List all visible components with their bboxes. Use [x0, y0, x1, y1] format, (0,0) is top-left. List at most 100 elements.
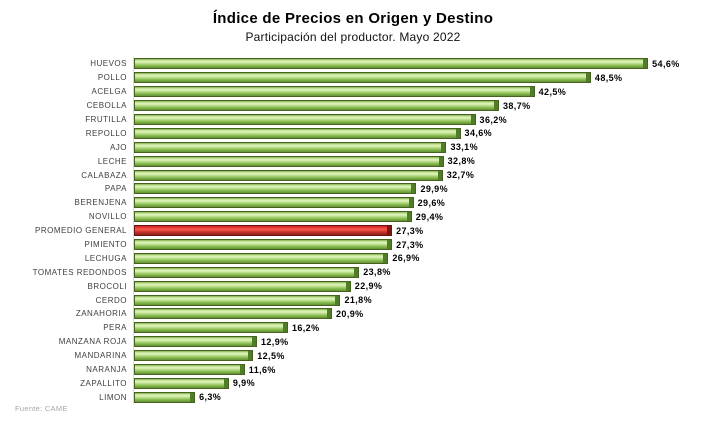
- bar-row: FRUTILLA 36,2%: [0, 112, 702, 127]
- value-bar: [134, 141, 447, 153]
- value-bar: [134, 252, 389, 264]
- bar-row: ZANAHORIA 20,9%: [0, 307, 702, 321]
- bar-row: CERDO 21,8%: [0, 293, 702, 308]
- value-label: 26,9%: [392, 253, 420, 264]
- category-label: HUEVOS: [90, 59, 127, 69]
- bar-track: 26,9%: [133, 251, 702, 266]
- value-label: 9,9%: [232, 378, 255, 389]
- category-label: ACELGA: [91, 87, 127, 97]
- bar-row: CEBOLLA 38,7%: [0, 98, 702, 113]
- value-bar: [134, 114, 476, 125]
- value-label: 20,9%: [336, 308, 364, 319]
- category-label: AJO: [109, 142, 127, 152]
- bar-track: 34,6%: [133, 126, 702, 141]
- category-label: POLLO: [97, 73, 127, 83]
- bar-row: CALABAZA 32,7%: [0, 168, 702, 183]
- bar-track: 27,3%: [133, 223, 702, 238]
- category-label: MANZANA ROJA: [58, 337, 127, 347]
- value-label: 23,8%: [363, 267, 391, 278]
- bar-track: 54,6%: [133, 57, 702, 71]
- bar-track: 16,2%: [133, 320, 702, 335]
- category-label: CERDO: [95, 295, 127, 305]
- bar-row: BROCOLI 22,9%: [0, 279, 702, 294]
- bar-row: LECHUGA 26,9%: [0, 251, 702, 266]
- value-label: 34,6%: [464, 128, 493, 139]
- bar-track: 6,3%: [133, 390, 702, 405]
- value-label: 29,9%: [420, 183, 448, 194]
- bar-track: 29,9%: [133, 182, 702, 196]
- value-label: 12,5%: [257, 350, 285, 361]
- value-bar: [134, 294, 341, 306]
- category-label: PERA: [103, 323, 127, 333]
- value-bar: [134, 86, 535, 98]
- value-bar: [134, 72, 591, 84]
- bar-track: 29,6%: [133, 195, 702, 210]
- category-label: BROCOLI: [87, 281, 127, 291]
- value-label: 54,6%: [652, 58, 680, 69]
- category-label: REPOLLO: [85, 128, 127, 138]
- category-label: TOMATES REDONDOS: [32, 267, 127, 277]
- bar-track: 11,6%: [133, 362, 702, 377]
- value-bar: [134, 239, 393, 251]
- highlight-bar: [134, 225, 393, 237]
- category-label: PIMIENTO: [84, 240, 127, 250]
- chart-title: Índice de Precios en Origen y Destino: [212, 10, 494, 27]
- category-label: PROMEDIO GENERAL: [34, 226, 127, 236]
- value-bar: [134, 197, 414, 209]
- bar-track: 38,7%: [133, 98, 702, 113]
- value-bar: [134, 391, 196, 403]
- value-bar: [134, 127, 461, 139]
- value-label: 12,9%: [261, 336, 289, 347]
- value-label: 6,3%: [199, 392, 222, 403]
- value-label: 33,1%: [450, 142, 478, 153]
- bar-row: ACELGA 42,5%: [0, 84, 702, 99]
- value-bar: [134, 58, 649, 70]
- bar-track: 32,8%: [133, 154, 702, 169]
- bar-row: MANZANA ROJA 12,9%: [0, 334, 702, 349]
- bar-row: PIMIENTO 27,3%: [0, 237, 702, 252]
- value-bar: [134, 100, 499, 112]
- value-label: 27,3%: [396, 225, 424, 236]
- value-label: 32,7%: [446, 170, 475, 181]
- bar-row: MANDARINA 12,5%: [0, 348, 702, 363]
- value-bar: [134, 308, 333, 320]
- bar-track: 20,9%: [133, 307, 702, 321]
- bar-track: 29,4%: [133, 209, 702, 224]
- category-label: ZAPALLITO: [80, 378, 127, 388]
- category-label: NARANJA: [86, 365, 127, 375]
- category-label: CALABAZA: [81, 170, 127, 180]
- category-label: ZANAHORIA: [75, 309, 127, 319]
- category-label: CEBOLLA: [86, 101, 127, 111]
- bar-track: 12,9%: [133, 334, 702, 349]
- bar-row: LECHE 32,8%: [0, 154, 702, 169]
- bar-track: 33,1%: [133, 140, 702, 155]
- bar-row: PERA 16,2%: [0, 320, 702, 335]
- bar-track: 21,8%: [133, 293, 702, 308]
- bar-row: NOVILLO 29,4%: [0, 209, 702, 224]
- value-bar: [134, 377, 229, 389]
- bar-row: LIMON 6,3%: [0, 390, 702, 405]
- bar-row: ZAPALLITO 9,9%: [0, 376, 702, 391]
- category-label: FRUTILLA: [85, 115, 127, 124]
- value-label: 11,6%: [248, 364, 276, 375]
- bar-track: 9,9%: [133, 376, 702, 391]
- value-bar: [134, 336, 257, 348]
- value-label: 21,8%: [344, 295, 372, 306]
- value-label: 22,9%: [354, 281, 383, 292]
- category-label: LECHE: [97, 156, 127, 166]
- bar-track: 48,5%: [133, 70, 702, 85]
- value-label: 29,6%: [417, 197, 446, 208]
- chart-subtitle: Participación del productor. Mayo 2022: [245, 30, 461, 44]
- bar-row: POLLO 48,5%: [0, 70, 702, 85]
- value-label: 32,8%: [447, 156, 476, 167]
- value-bar: [134, 350, 254, 362]
- value-label: 16,2%: [291, 322, 320, 333]
- value-label: 38,7%: [503, 100, 531, 111]
- category-label: LIMON: [99, 392, 127, 402]
- bar-track: 32,7%: [133, 168, 702, 183]
- bar-track: 42,5%: [133, 84, 702, 99]
- value-bar: [134, 364, 245, 376]
- bar-row: PROMEDIO GENERAL 27,3%: [0, 223, 702, 238]
- bar-row: HUEVOS 54,6%: [0, 57, 702, 71]
